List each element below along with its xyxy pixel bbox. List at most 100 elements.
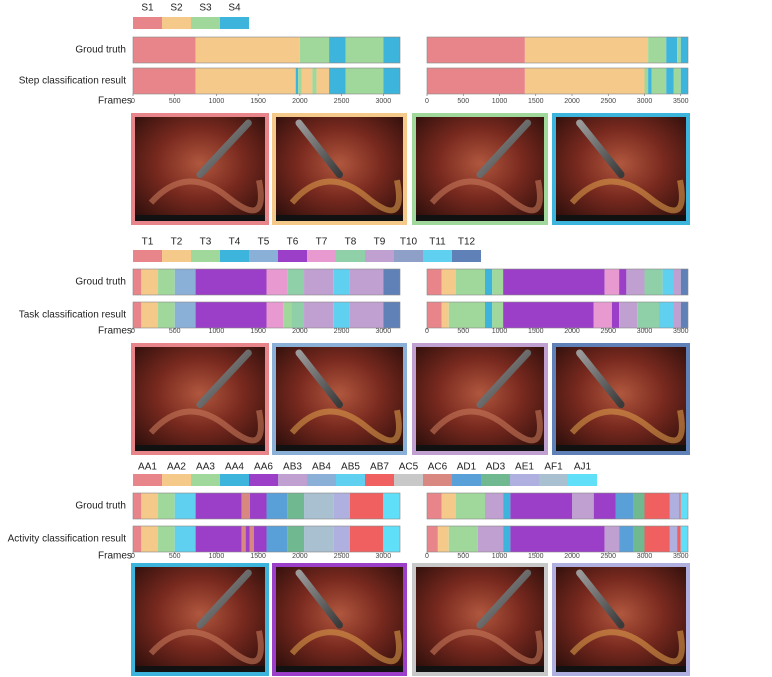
- timeline-frame: [426, 525, 689, 553]
- tick-label: 1000: [492, 98, 508, 105]
- timeline-frame: [426, 268, 689, 296]
- frame-border: [412, 113, 548, 225]
- segment: [383, 68, 400, 94]
- segment: [619, 269, 627, 295]
- surgical-frame: [131, 563, 269, 676]
- frame-image: [414, 345, 546, 453]
- segment: [427, 526, 438, 552]
- legend-label: AB7: [370, 462, 389, 473]
- segment: [195, 68, 296, 94]
- video-bar: [274, 215, 405, 221]
- segment: [133, 269, 142, 295]
- segment: [593, 493, 616, 519]
- legend-swatch: [307, 250, 336, 262]
- legend-swatch: [481, 474, 510, 486]
- segment: [266, 493, 288, 519]
- segment: [427, 493, 442, 519]
- legend-label: T7: [316, 237, 328, 248]
- row-label: Groud truth: [75, 277, 126, 288]
- segment: [448, 526, 478, 552]
- tick-label: 1500: [250, 98, 266, 105]
- segment: [648, 68, 652, 94]
- segment: [659, 302, 674, 328]
- segment: [174, 493, 196, 519]
- legend-label: AF1: [544, 462, 563, 473]
- segment: [316, 68, 330, 94]
- segment: [349, 526, 384, 552]
- tick-label: 1500: [528, 328, 544, 335]
- legend-swatch: [191, 474, 220, 486]
- segment: [349, 302, 384, 328]
- tick-label: 2000: [292, 328, 308, 335]
- segment: [448, 302, 485, 328]
- row-label: Step classification result: [19, 76, 126, 87]
- segment: [427, 37, 525, 63]
- segment: [503, 302, 594, 328]
- row-label: Groud truth: [75, 501, 126, 512]
- timeline-frame: [132, 268, 401, 296]
- video-bar: [554, 215, 688, 221]
- timeline-frame: [426, 301, 689, 329]
- segment: [441, 302, 449, 328]
- legend-label: AB3: [283, 462, 302, 473]
- legend-swatch: [394, 474, 423, 486]
- tick-label: 500: [457, 328, 469, 335]
- instrument: [576, 349, 625, 409]
- legend-swatch: [249, 250, 278, 262]
- surgical-frame: [552, 563, 690, 676]
- tick-label: 1500: [528, 553, 544, 560]
- timeline-frame: [426, 67, 689, 95]
- tick-label: 0: [425, 328, 429, 335]
- segment: [287, 526, 305, 552]
- tick-label: 2500: [334, 98, 350, 105]
- tick-label: 2500: [600, 328, 616, 335]
- legend-swatch: [162, 250, 191, 262]
- segment: [333, 302, 350, 328]
- video-bar: [133, 666, 267, 672]
- segment: [510, 526, 605, 552]
- tick-label: 2500: [600, 553, 616, 560]
- segment: [241, 526, 246, 552]
- segment: [249, 493, 267, 519]
- segment: [644, 68, 649, 94]
- timeline-frame: [132, 67, 401, 95]
- segment: [304, 302, 334, 328]
- instrument: [576, 119, 625, 179]
- legend-label: AD1: [457, 462, 477, 473]
- legend-swatch: [365, 474, 394, 486]
- segment: [626, 269, 645, 295]
- frame-image: [133, 565, 267, 674]
- tick-label: 2500: [334, 553, 350, 560]
- legend-label: S1: [141, 3, 154, 14]
- tissue-highlight: [148, 178, 264, 214]
- segment: [503, 526, 511, 552]
- surgical-frame: [412, 113, 548, 225]
- segment: [383, 493, 400, 519]
- tick-label: 1000: [492, 553, 508, 560]
- frame-image: [133, 115, 267, 223]
- legend-swatch: [452, 250, 481, 262]
- segment: [427, 269, 442, 295]
- surgical-frame: [272, 113, 407, 225]
- segment: [680, 526, 688, 552]
- legend-label: T1: [142, 237, 154, 248]
- legend-label: T9: [374, 237, 386, 248]
- tick-label: 0: [425, 98, 429, 105]
- segment: [287, 269, 305, 295]
- legend-swatch: [568, 474, 597, 486]
- segment: [662, 269, 674, 295]
- segment: [174, 302, 196, 328]
- segment: [669, 493, 680, 519]
- segment: [572, 493, 594, 519]
- segment: [291, 302, 305, 328]
- tick-label: 500: [169, 98, 181, 105]
- tick-label: 3000: [376, 98, 392, 105]
- frame-border: [272, 113, 407, 225]
- segment: [666, 68, 674, 94]
- tissue-highlight: [569, 629, 685, 665]
- segment: [141, 269, 159, 295]
- segment: [644, 269, 663, 295]
- surgical-frame: [272, 563, 407, 676]
- legend-swatch: [539, 474, 568, 486]
